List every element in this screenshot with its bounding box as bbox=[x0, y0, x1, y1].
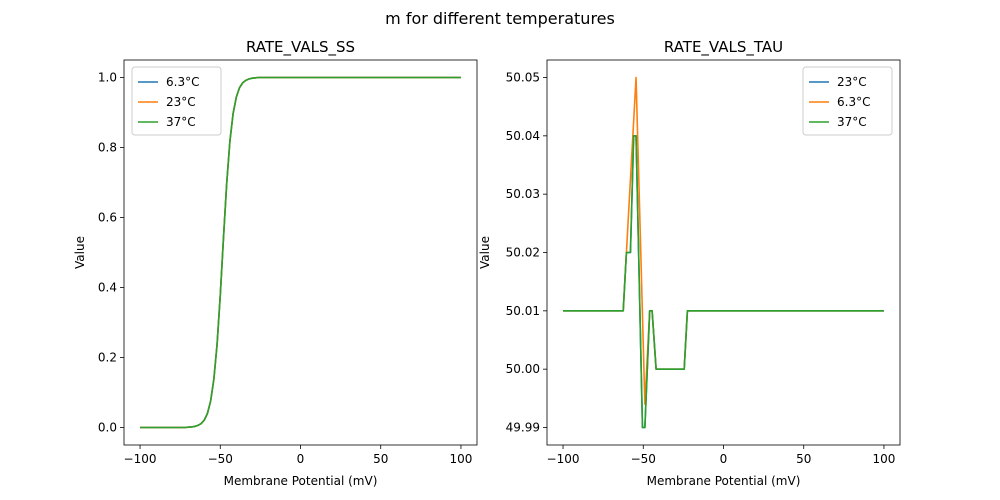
series-line-23°C bbox=[563, 135, 884, 429]
y-tick-label: 0.8 bbox=[98, 141, 117, 155]
y-tick-label: 50.05 bbox=[506, 71, 540, 85]
y-tick-label: 1.0 bbox=[98, 71, 117, 85]
legend-box bbox=[802, 66, 893, 136]
legend-label: 6.3°C bbox=[166, 75, 199, 89]
y-tick-label: 50.02 bbox=[506, 246, 540, 260]
x-tick-label: 0 bbox=[297, 452, 305, 466]
legend-label: 23°C bbox=[166, 95, 196, 109]
y-axis-label: Value bbox=[73, 236, 87, 269]
legend-box bbox=[131, 66, 222, 136]
y-tick-label: 49.99 bbox=[506, 421, 540, 435]
y-tick-label: 50.03 bbox=[506, 187, 540, 201]
x-tick-label: −100 bbox=[124, 452, 157, 466]
legend: 23°C 6.3°C 37°C bbox=[802, 66, 893, 136]
subplot-title: RATE_VALS_SS bbox=[246, 38, 355, 57]
legend: 6.3°C 23°C 37°C bbox=[131, 66, 222, 136]
legend-label: 37°C bbox=[166, 115, 196, 129]
x-tick-label: −100 bbox=[547, 452, 580, 466]
x-tick-label: −50 bbox=[208, 452, 233, 466]
y-tick-label: 0.2 bbox=[98, 351, 117, 365]
y-tick-label: 50.01 bbox=[506, 304, 540, 318]
y-tick-label: 0.0 bbox=[98, 421, 117, 435]
x-tick-label: 100 bbox=[450, 452, 473, 466]
legend-label: 6.3°C bbox=[837, 95, 870, 109]
x-tick-label: 0 bbox=[720, 452, 728, 466]
subplot-title: RATE_VALS_TAU bbox=[664, 38, 783, 57]
y-axis-label: Value bbox=[478, 236, 492, 269]
x-tick-label: −50 bbox=[631, 452, 656, 466]
x-axis-label: Membrane Potential (mV) bbox=[647, 474, 801, 488]
subplot-1: −100 −50 0 50 100 0.0 0.2 0.4 0.6 0.8 1.0 RATE_VALS… bbox=[73, 38, 478, 488]
legend-label: 37°C bbox=[837, 115, 867, 129]
series-line-37°C bbox=[140, 76, 461, 429]
x-axis-label: Membrane Potential (mV) bbox=[224, 474, 378, 488]
figure-title: m for different temperatures bbox=[385, 9, 615, 28]
y-tick-label: 50.04 bbox=[506, 129, 540, 143]
y-tick-label: 0.6 bbox=[98, 211, 117, 225]
subplot-2: −100 −50 0 50 100 49.99 50.00 50.01 50.02 50.03 50… bbox=[478, 38, 901, 488]
legend-label: 23°C bbox=[837, 75, 867, 89]
y-tick-label: 0.4 bbox=[98, 281, 117, 295]
series-line-37°C bbox=[563, 135, 884, 429]
x-tick-label: 50 bbox=[796, 452, 811, 466]
x-tick-label: 50 bbox=[373, 452, 388, 466]
y-tick-label: 50.00 bbox=[506, 362, 540, 376]
x-tick-label: 100 bbox=[873, 452, 896, 466]
